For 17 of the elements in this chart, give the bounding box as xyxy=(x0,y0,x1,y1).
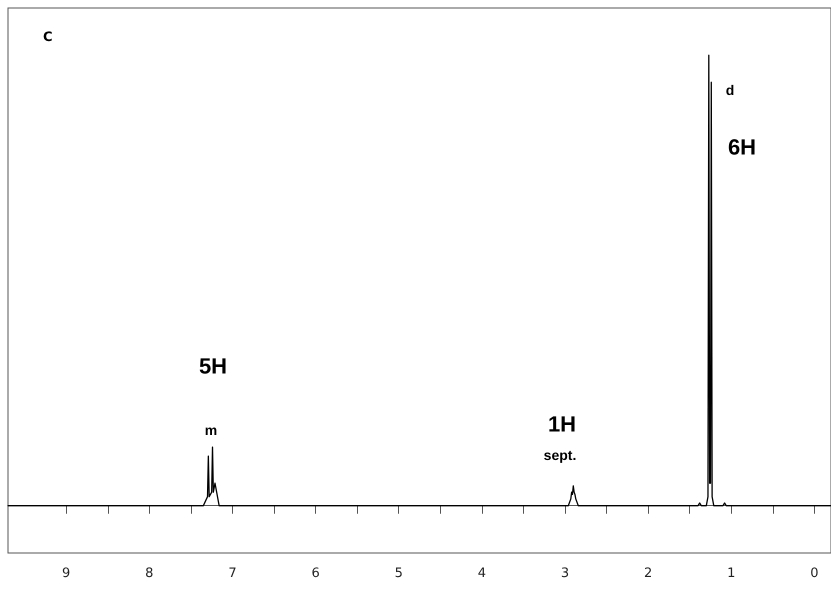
annotation: d xyxy=(726,82,734,98)
x-tick-label: 9 xyxy=(62,566,70,581)
x-tick-label: 7 xyxy=(228,566,237,581)
x-tick-label: 3 xyxy=(560,566,570,581)
annotation: 6H xyxy=(728,134,756,160)
annotation: m xyxy=(204,422,218,438)
x-tick-label: 6 xyxy=(311,566,320,581)
x-tick-label: 0 xyxy=(810,566,819,581)
annotation: 5H xyxy=(198,354,228,378)
annotation: sept. xyxy=(544,447,576,463)
x-tick-label: 4 xyxy=(478,566,486,581)
x-tick-label: 5 xyxy=(394,566,403,581)
x-tick-label: 1 xyxy=(727,566,736,581)
chart-title: C xyxy=(43,30,53,45)
x-tick-label: 2 xyxy=(644,566,652,581)
annotation: 1H xyxy=(548,412,576,436)
x-tick-label: 8 xyxy=(145,566,154,581)
